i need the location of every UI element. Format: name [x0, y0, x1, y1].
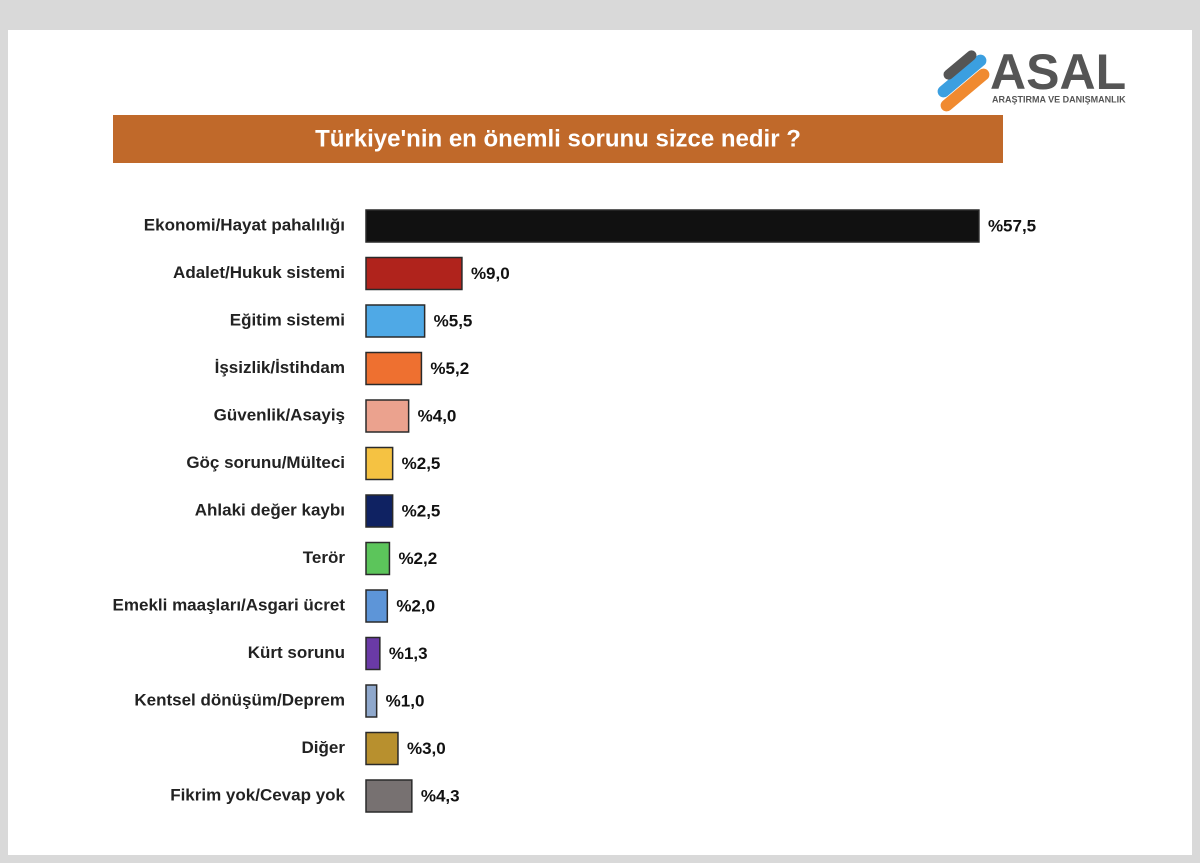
logo-shape — [943, 50, 977, 80]
bar — [365, 684, 378, 718]
bar — [365, 636, 381, 671]
bar — [365, 541, 391, 576]
bar — [365, 731, 399, 766]
logo: ASAL ARAŞTIRMA VE DANIŞMANLIK — [937, 44, 1126, 112]
category-label: Kentsel dönüşüm/Deprem — [134, 690, 345, 709]
value-label: %5,5 — [434, 311, 473, 330]
value-label: %1,3 — [389, 644, 428, 663]
category-label: Terör — [303, 548, 346, 567]
category-label: Fikrim yok/Cevap yok — [170, 785, 345, 804]
value-label: %4,3 — [421, 786, 460, 805]
category-label: Ahlaki değer kaybı — [195, 500, 345, 519]
category-label: Ekonomi/Hayat pahalılığı — [144, 215, 345, 234]
bar — [365, 494, 394, 528]
category-label: Diğer — [302, 738, 346, 757]
category-label: Eğitim sistemi — [230, 310, 345, 329]
bar — [365, 351, 423, 386]
logo-shape — [937, 54, 987, 98]
value-label: %2,0 — [396, 596, 435, 615]
bar — [365, 256, 463, 291]
category-label: Adalet/Hukuk sistemi — [173, 263, 345, 282]
bar — [365, 779, 413, 813]
value-label: %57,5 — [988, 216, 1036, 235]
category-label: Kürt sorunu — [248, 643, 345, 662]
category-label: Göç sorunu/Mülteci — [186, 453, 345, 472]
value-label: %2,2 — [398, 549, 437, 568]
logo-name: ASAL — [990, 44, 1126, 100]
bar — [365, 399, 410, 433]
card — [8, 30, 1192, 855]
category-label: Emekli maaşları/Asgari ücret — [113, 595, 346, 614]
bar — [365, 589, 389, 623]
value-label: %2,5 — [402, 501, 441, 520]
value-label: %2,5 — [402, 454, 441, 473]
value-label: %5,2 — [430, 359, 469, 378]
chart-title: Türkiye'nin en önemli sorunu sizce nedir… — [315, 125, 801, 152]
logo-shape — [940, 68, 990, 112]
value-label: %3,0 — [407, 739, 446, 758]
title-bar — [113, 115, 1003, 163]
bar — [365, 209, 980, 243]
bar — [365, 446, 394, 481]
value-label: %4,0 — [418, 406, 457, 425]
category-label: Güvenlik/Asayiş — [214, 405, 345, 424]
value-label: %9,0 — [471, 264, 510, 283]
bar — [365, 304, 426, 338]
category-label: İşsizlik/İstihdam — [215, 358, 345, 377]
value-label: %1,0 — [386, 691, 425, 710]
logo-tagline: ARAŞTIRMA VE DANIŞMANLIK — [992, 94, 1126, 104]
